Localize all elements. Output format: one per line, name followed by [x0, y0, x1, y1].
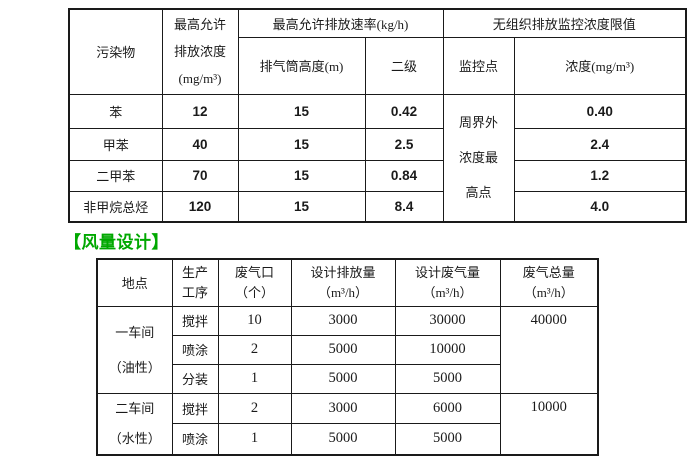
outlets-cell: 2 — [217, 334, 292, 365]
process-cell: 喷涂 — [171, 423, 219, 455]
table-row: 二甲苯 70 15 0.84 1.2 — [68, 159, 687, 192]
emission-rate-cell: 2.5 — [364, 127, 444, 161]
table-row: 二车间 （水性） 搅拌 2 3000 6000 10000 — [96, 392, 599, 455]
process-cell: 搅拌 — [171, 392, 219, 425]
process-cell: 喷涂 — [171, 334, 219, 365]
design-discharge-header: 设计排放量 （m³/h） — [290, 258, 396, 307]
emission-rate-cell: 0.42 — [364, 93, 444, 129]
total-gas-header: 废气总量 （m³/h） — [499, 258, 599, 307]
pollutant-column-header: 污染物 — [68, 8, 163, 95]
total-gas-cell: 10000 — [499, 392, 599, 455]
emission-rate-cell: 0.84 — [364, 159, 444, 192]
outlets-header: 废气口 （个） — [217, 258, 292, 307]
design-discharge-cell: 5000 — [290, 363, 396, 394]
stack-height-cell: 15 — [237, 190, 366, 223]
emission-rate-cell: 8.4 — [364, 190, 444, 223]
concentration-limit-cell: 0.40 — [513, 93, 687, 129]
design-gas-cell: 10000 — [394, 334, 501, 365]
design-gas-cell: 5000 — [394, 363, 501, 394]
location-cell: 一车间 （油性） — [96, 305, 173, 394]
outlets-cell: 10 — [217, 305, 292, 336]
stack-height-cell: 15 — [237, 159, 366, 192]
pollutant-name-cell: 二甲苯 — [68, 159, 163, 192]
design-gas-cell: 5000 — [394, 423, 501, 455]
outlets-cell: 1 — [217, 363, 292, 394]
design-discharge-cell: 5000 — [290, 334, 396, 365]
pollutant-name-cell: 甲苯 — [68, 127, 163, 161]
emission-standards-table: 污染物 最高允许 排放浓度 (mg/m³) 最高允许排放速率(kg/h) 无组织… — [68, 8, 688, 223]
outlets-cell: 1 — [217, 423, 292, 455]
design-gas-cell: 6000 — [394, 392, 501, 425]
concentration-limit-cell: 4.0 — [513, 190, 687, 223]
design-discharge-cell: 3000 — [290, 392, 396, 425]
concentration-limit-cell: 2.4 — [513, 127, 687, 161]
max-concentration-header: 最高允许 排放浓度 (mg/m³) — [161, 8, 239, 95]
emission-header-row-2: 排气筒高度(m) 二级 监控点 浓度(mg/m³) — [69, 36, 687, 95]
pollutant-name-cell: 非甲烷总烃 — [68, 190, 163, 223]
airflow-design-table: 地点 生产 工序 废气口 （个） 设计排放量 （m³/h） 设计废气量 （m³/… — [96, 258, 599, 456]
airflow-header-row: 地点 生产 工序 废气口 （个） 设计排放量 （m³/h） 设计废气量 （m³/… — [96, 258, 599, 307]
max-rate-group-header: 最高允许排放速率(kg/h) — [237, 8, 444, 38]
table-row: 喷涂 1 5000 5000 — [97, 423, 598, 455]
monitoring-point-cell: 周界外 浓度最 高点 — [442, 93, 515, 223]
table-row: 甲苯 40 15 2.5 2.4 — [68, 127, 687, 161]
design-gas-header: 设计废气量 （m³/h） — [394, 258, 501, 307]
process-header: 生产 工序 — [171, 258, 219, 307]
table-row: 喷涂 2 5000 10000 — [97, 334, 598, 365]
total-gas-cell: 40000 — [499, 305, 599, 394]
max-concentration-cell: 40 — [161, 127, 239, 161]
max-concentration-cell: 120 — [161, 190, 239, 223]
table-row: 苯 12 15 0.42 周界外 浓度最 高点 0.40 — [68, 93, 687, 223]
table-row: 分装 1 5000 5000 — [97, 363, 598, 394]
design-gas-cell: 30000 — [394, 305, 501, 336]
concentration-limit-cell: 1.2 — [513, 159, 687, 192]
emission-header-row-1: 污染物 最高允许 排放浓度 (mg/m³) 最高允许排放速率(kg/h) 无组织… — [68, 8, 687, 95]
concentration-limit-header: 浓度(mg/m³) — [513, 36, 687, 95]
monitoring-point-header: 监控点 — [442, 36, 515, 95]
level-2-header: 二级 — [364, 36, 444, 95]
location-cell: 二车间 （水性） — [96, 392, 173, 455]
outlets-cell: 2 — [217, 392, 292, 425]
stack-height-cell: 15 — [237, 93, 366, 129]
section-title-airflow-design: 【风量设计】 — [64, 233, 169, 252]
max-concentration-cell: 70 — [161, 159, 239, 192]
max-concentration-cell: 12 — [161, 93, 239, 129]
table-row: 非甲烷总烃 120 15 8.4 4.0 — [68, 190, 687, 223]
stack-height-cell: 15 — [237, 127, 366, 161]
process-cell: 搅拌 — [171, 305, 219, 336]
location-header: 地点 — [96, 258, 173, 307]
fugitive-limit-group-header: 无组织排放监控浓度限值 — [442, 8, 687, 38]
pollutant-name-cell: 苯 — [68, 93, 163, 129]
design-discharge-cell: 5000 — [290, 423, 396, 455]
stack-height-header: 排气筒高度(m) — [237, 36, 366, 95]
table-row: 一车间 （油性） 搅拌 10 3000 30000 40000 — [96, 305, 599, 394]
process-cell: 分装 — [171, 363, 219, 394]
design-discharge-cell: 3000 — [290, 305, 396, 336]
